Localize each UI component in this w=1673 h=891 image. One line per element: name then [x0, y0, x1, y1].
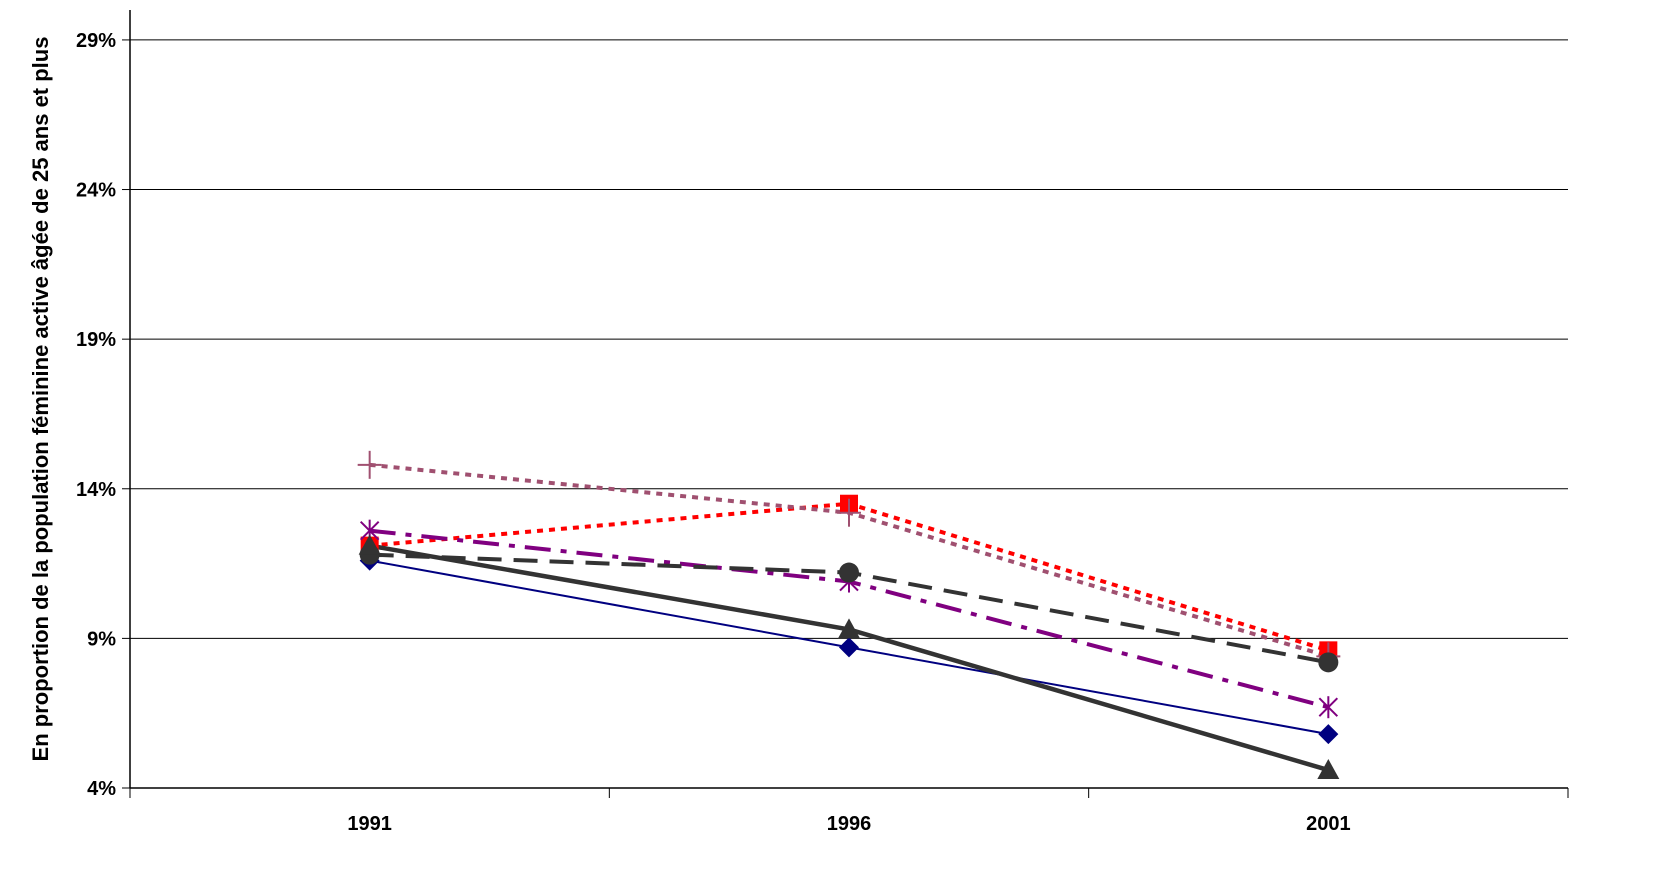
y-tick-label: 29% [76, 30, 116, 52]
marker-plus [837, 498, 861, 527]
series-markers-6 [358, 534, 1340, 780]
y-axis-title: En proportion de la population féminine … [28, 37, 53, 762]
x-tick-label: 1991 [347, 813, 392, 835]
marker-diamond [839, 637, 859, 658]
x-tick-label: 2001 [1306, 813, 1351, 835]
y-tick-label: 24% [76, 180, 116, 202]
y-tick-label: 4% [87, 778, 116, 800]
y-tick-label: 9% [87, 628, 116, 650]
marker-triangle [838, 618, 860, 639]
y-tick-label: 19% [76, 329, 116, 351]
x-tick-labels: 1991 1996 2001 [347, 813, 1350, 835]
y-tick-label: 14% [76, 479, 116, 501]
y-tick-labels: 4% 9% 14% 19% 24% 29% [76, 30, 116, 800]
marker-triangle [358, 534, 381, 555]
marker-plus [357, 450, 382, 479]
marker-circle [839, 562, 859, 583]
gridlines [130, 39, 1568, 639]
marker-diamond [1318, 724, 1339, 745]
series-markers [357, 450, 1341, 780]
axes [122, 10, 1569, 798]
x-tick-label: 1996 [827, 813, 872, 835]
marker-triangle [1317, 759, 1340, 780]
marker-circle [1318, 652, 1339, 673]
marker-star [1318, 696, 1339, 719]
